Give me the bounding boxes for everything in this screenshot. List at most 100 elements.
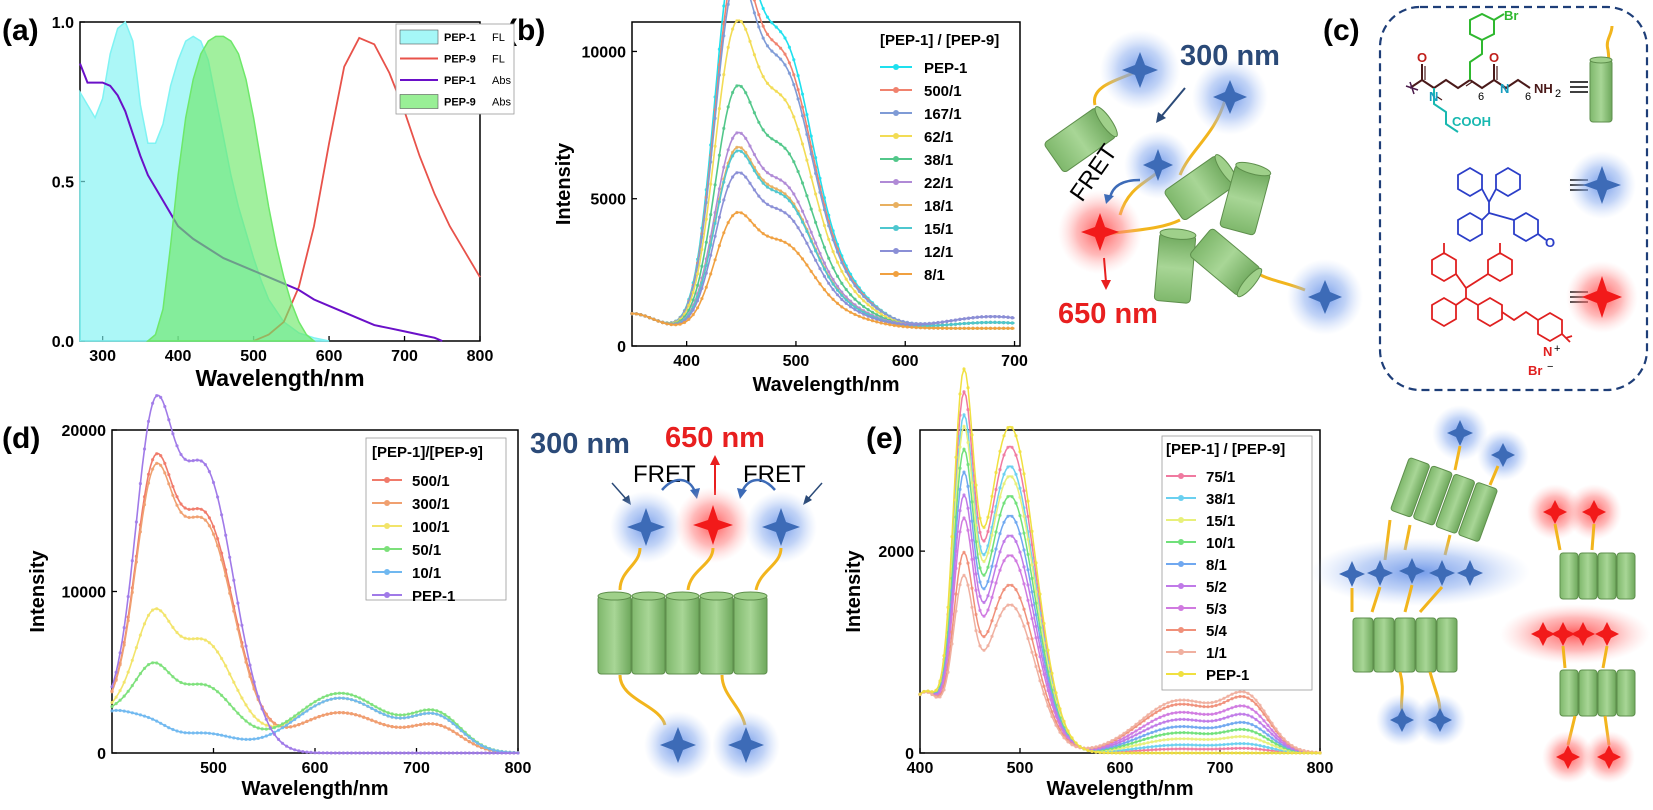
data-point [744,175,748,179]
y-tick-label: 0 [617,339,626,356]
data-point [1150,719,1154,724]
data-point [735,145,739,149]
data-point [1186,725,1190,729]
data-point [1122,738,1126,743]
data-point [709,272,713,276]
data-point [978,552,982,556]
data-point [1154,744,1158,748]
data-point [1250,723,1254,727]
x-tick-label: 500 [200,760,227,777]
legend-entry: 10/1 [1206,535,1235,552]
data-point [333,751,337,755]
data-point [378,707,382,711]
blue-star-icon [1429,560,1455,586]
data-point [280,726,285,730]
data-point [1022,582,1026,586]
data-point [1002,315,1006,319]
data-point [321,751,325,755]
data-point [962,550,966,555]
data-point [207,731,211,735]
data-point [471,751,475,755]
data-point [386,714,390,718]
data-point [159,454,163,458]
data-point [163,461,167,465]
data-point [661,321,665,325]
data-point [264,723,268,727]
data-point [792,115,796,119]
data-point [1126,740,1130,744]
data-point [146,481,151,485]
data-point [479,751,484,755]
data-point [927,322,931,326]
data-point [382,751,386,755]
data-point [122,680,126,684]
data-point [309,750,313,755]
data-point [1278,744,1282,748]
data-point [1022,624,1026,628]
data-point [1242,704,1246,708]
data-point [216,690,220,694]
data-point [244,660,248,664]
data-point [313,716,317,720]
data-point [835,260,840,264]
data-point [163,404,167,409]
data-point [967,326,971,330]
data-point [748,39,752,44]
data-point [374,751,378,755]
data-point [1042,684,1046,688]
data-point [1270,746,1274,751]
data-point [1130,741,1134,745]
data-point [630,312,634,316]
legend-marker [893,202,899,208]
data-point [796,127,800,131]
legend-marker [1178,605,1184,611]
data-point [774,206,778,210]
data-point [354,751,358,755]
data-point [966,484,970,488]
data-point [739,149,743,154]
data-point [1146,727,1150,731]
data-point [731,150,735,154]
data-point [1022,607,1026,611]
data-point [354,699,358,703]
data-point [713,234,717,238]
data-point [783,181,787,185]
data-point [1198,747,1202,751]
data-point [1206,712,1210,717]
data-point [840,305,844,309]
data-point [1270,739,1274,744]
data-point [1182,743,1186,747]
data-point [840,297,844,302]
data-point [305,750,309,754]
data-point [410,751,414,755]
data-point [1022,514,1026,518]
data-point [1078,744,1082,749]
data-point [479,743,484,748]
data-point [199,731,203,735]
data-point [870,316,875,320]
panel-label-d: (d) [2,422,40,455]
data-point [950,642,954,646]
data-point [731,154,735,158]
data-point [191,731,195,735]
data-point [779,178,783,182]
data-point [224,664,228,668]
data-point [1286,751,1290,755]
data-point [349,698,354,702]
data-point [962,424,966,428]
data-point [998,468,1002,472]
data-point [1262,735,1266,739]
red-star-icon [1551,622,1575,646]
data-point [1242,695,1246,699]
data-point [398,751,402,755]
data-point [199,459,203,463]
data-point [297,715,301,719]
data-point [220,733,224,737]
fret-arrow-icon [740,478,776,493]
data-point [1162,727,1166,731]
data-point [171,675,175,679]
data-point [1226,747,1230,751]
data-point [994,581,998,585]
data-point [211,645,216,649]
data-point [439,723,443,728]
